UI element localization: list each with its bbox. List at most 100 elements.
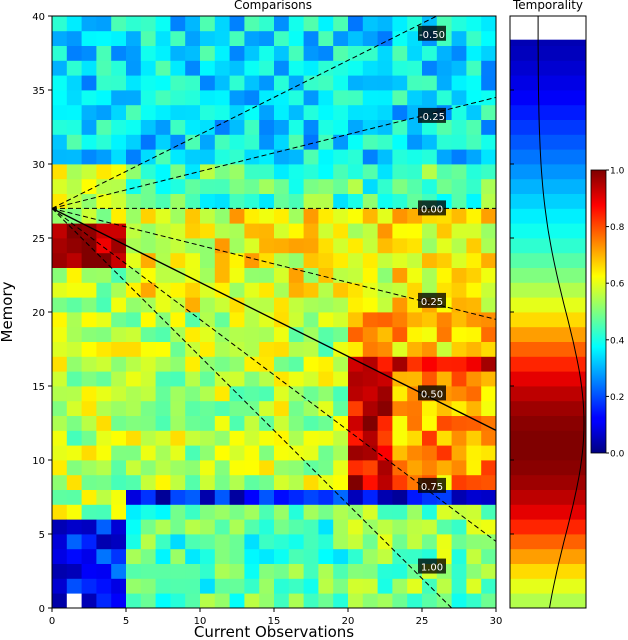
heatmap-cell xyxy=(466,238,482,254)
heatmap-cell xyxy=(259,252,275,268)
heatmap-cell xyxy=(422,178,438,194)
heatmap-cell xyxy=(333,504,349,520)
heatmap-cell xyxy=(66,386,82,402)
heatmap-cell xyxy=(81,60,97,76)
heatmap-cell xyxy=(170,415,186,431)
heatmap-cell xyxy=(348,30,364,46)
heatmap-cell xyxy=(377,119,393,135)
heatmap-cell xyxy=(274,30,290,46)
heatmap-cell xyxy=(126,297,142,313)
heatmap-cell xyxy=(303,223,319,239)
heatmap-cell xyxy=(259,75,275,91)
heatmap-cell xyxy=(229,430,245,446)
heatmap-cell xyxy=(140,386,156,402)
heatmap-cell xyxy=(244,578,260,594)
heatmap-cell xyxy=(126,548,142,564)
heatmap-cell xyxy=(392,534,408,550)
heatmap-cell xyxy=(303,460,319,476)
heatmap-cell xyxy=(200,504,216,520)
heatmap-cell xyxy=(200,415,216,431)
heatmap-cell xyxy=(377,238,393,254)
temporality-cells xyxy=(510,16,586,609)
temporality-cell xyxy=(510,193,586,209)
heatmap-cell xyxy=(303,267,319,283)
heatmap-cell xyxy=(466,356,482,372)
heatmap-cell xyxy=(348,45,364,61)
heatmap-cell xyxy=(259,548,275,564)
heatmap-cell xyxy=(140,341,156,357)
heatmap-cell xyxy=(259,208,275,224)
heatmap-cell xyxy=(466,593,482,609)
heatmap-cell xyxy=(303,297,319,313)
heatmap-cell xyxy=(422,164,438,180)
heatmap-cell xyxy=(185,193,201,209)
heatmap-cell xyxy=(96,297,112,313)
heatmap-cell xyxy=(274,297,290,313)
heatmap-cell xyxy=(126,238,142,254)
heatmap-cell xyxy=(451,578,467,594)
heatmap-cell xyxy=(200,134,216,150)
heatmap-cell xyxy=(422,445,438,461)
heatmap-cell xyxy=(200,90,216,106)
heatmap-cell xyxy=(52,223,68,239)
heatmap-cell xyxy=(451,460,467,476)
temporality-cell xyxy=(510,356,586,372)
heatmap-cell xyxy=(126,223,142,239)
heatmap-cell xyxy=(436,445,452,461)
heatmap-cell xyxy=(185,593,201,609)
heatmap-cell xyxy=(96,193,112,209)
heatmap-cell xyxy=(466,326,482,342)
heatmap-cell xyxy=(362,30,378,46)
heatmap-cell xyxy=(214,534,230,550)
heatmap-cell xyxy=(185,238,201,254)
heatmap-cell xyxy=(96,400,112,416)
heatmap-cell xyxy=(185,504,201,520)
heatmap-cell xyxy=(481,60,497,76)
heatmap-cell xyxy=(140,178,156,194)
heatmap-cell xyxy=(348,134,364,150)
heatmap-cell xyxy=(274,474,290,490)
heatmap-cell xyxy=(66,371,82,387)
heatmap-cell xyxy=(66,548,82,564)
heatmap-cell xyxy=(274,223,290,239)
heatmap-cell xyxy=(185,134,201,150)
heatmap-cell xyxy=(377,282,393,298)
heatmap-cell xyxy=(259,60,275,76)
heatmap-cell xyxy=(333,178,349,194)
heatmap-cell xyxy=(66,238,82,254)
heatmap-cell xyxy=(52,119,68,135)
temporality-cell xyxy=(510,282,586,298)
heatmap-cell xyxy=(407,341,423,357)
heatmap-cell xyxy=(170,223,186,239)
heatmap-cell xyxy=(214,489,230,505)
heatmap-cell xyxy=(81,178,97,194)
heatmap-cell xyxy=(200,60,216,76)
heatmap-cell xyxy=(244,252,260,268)
heatmap-cell xyxy=(259,104,275,120)
heatmap-cell xyxy=(155,534,171,550)
heatmap-cell xyxy=(436,60,452,76)
heatmap-cell xyxy=(66,90,82,106)
heatmap-cell xyxy=(96,238,112,254)
heatmap-cell xyxy=(214,356,230,372)
heatmap-cell xyxy=(66,400,82,416)
heatmap-cell xyxy=(362,415,378,431)
heatmap-cell xyxy=(392,104,408,120)
heatmap-cell xyxy=(126,474,142,490)
heatmap-cell xyxy=(126,563,142,579)
ray-label: -0.50 xyxy=(418,25,446,41)
temporality-cell xyxy=(510,548,586,564)
heatmap-cell xyxy=(318,119,334,135)
heatmap-cell xyxy=(333,563,349,579)
heatmap-cell xyxy=(81,400,97,416)
heatmap-cell xyxy=(52,578,68,594)
heatmap-cell xyxy=(155,460,171,476)
heatmap-cell xyxy=(436,400,452,416)
heatmap-cell xyxy=(52,534,68,550)
heatmap-cell xyxy=(81,252,97,268)
heatmap-cell xyxy=(214,415,230,431)
temporality-cell xyxy=(510,386,586,402)
heatmap-cell xyxy=(318,45,334,61)
heatmap-cell xyxy=(377,534,393,550)
heatmap-cell xyxy=(333,430,349,446)
